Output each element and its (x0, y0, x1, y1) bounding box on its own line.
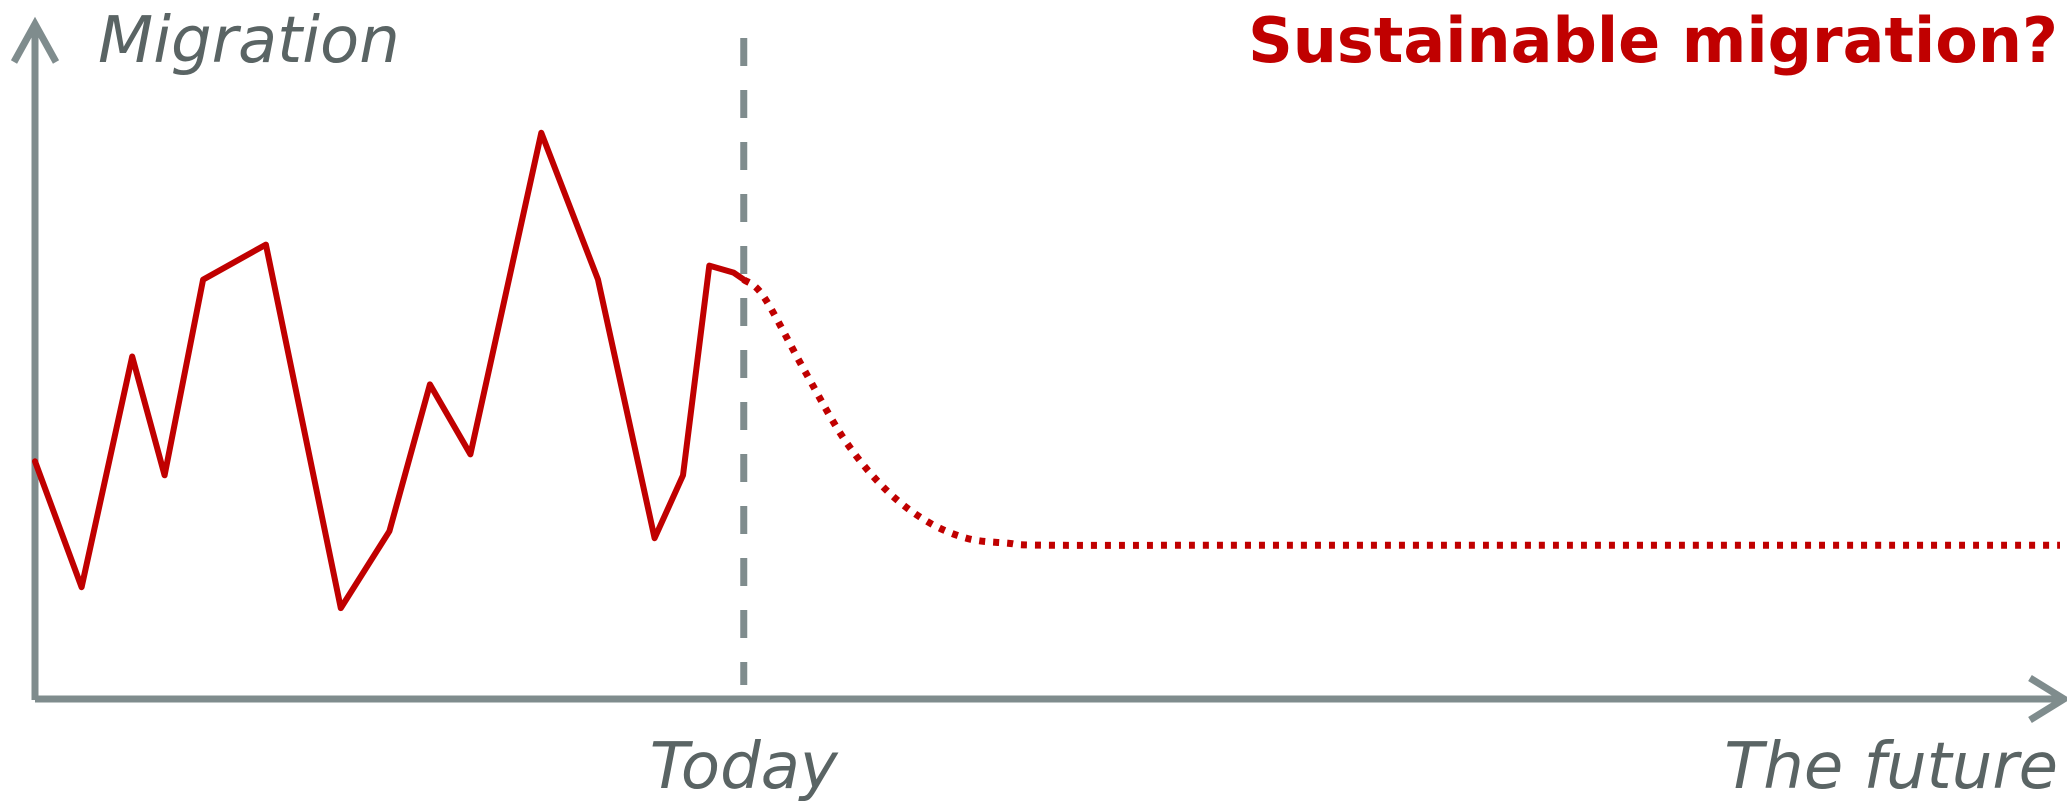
x-axis-arrowhead (2028, 675, 2067, 723)
future-label: The future (1724, 730, 2058, 804)
today-label: Today (650, 730, 839, 804)
migration-projection-series (741, 276, 2060, 549)
y-axis-arrowhead (10, 16, 60, 64)
migration-history-series (32, 129, 747, 612)
chart-title: Sustainable migration? (1248, 4, 2058, 77)
y-axis-label: Migration (98, 4, 400, 78)
